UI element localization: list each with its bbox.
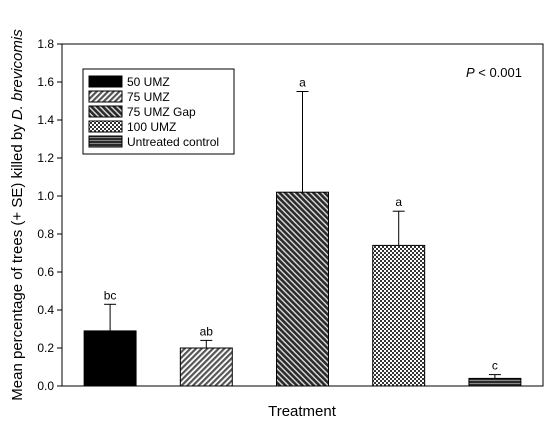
y-tick-label-2: 0.4 xyxy=(37,303,54,317)
y-tick-label-3: 0.6 xyxy=(37,265,54,279)
legend-label-2: 75 UMZ Gap xyxy=(127,105,196,119)
y-axis-title-text: Mean percentage of trees (+ SE) killed b… xyxy=(9,120,26,401)
y-tick-label-5: 1.0 xyxy=(37,189,54,203)
y-axis: 0.0 0.2 0.4 0.6 0.8 1.0 1.2 1.4 1.6 1.8 xyxy=(37,37,62,393)
significance-label-4: c xyxy=(492,359,498,373)
y-tick-label-8: 1.6 xyxy=(37,75,54,89)
y-tick-label-1: 0.2 xyxy=(37,341,54,355)
legend-label-0: 50 UMZ xyxy=(127,75,170,89)
y-tick-label-4: 0.8 xyxy=(37,227,54,241)
legend-label-3: 100 UMZ xyxy=(127,120,176,134)
y-tick-label-7: 1.4 xyxy=(37,113,54,127)
significance-labels: bc ab a a c xyxy=(104,76,498,373)
legend-label-4: Untreated control xyxy=(127,135,219,149)
significance-label-3: a xyxy=(395,195,402,209)
bar-3 xyxy=(372,244,426,387)
bar-2 xyxy=(276,191,329,387)
significance-label-1: ab xyxy=(200,324,214,338)
significance-label-0: bc xyxy=(104,288,117,302)
p-value-annotation: P < 0.001 xyxy=(466,65,522,80)
legend-swatch-4 xyxy=(88,135,123,148)
y-tick-label-6: 1.2 xyxy=(37,151,54,165)
bars-group xyxy=(83,91,522,387)
y-tick-label-9: 1.8 xyxy=(37,37,54,51)
legend-swatch-3 xyxy=(88,120,123,133)
p-value-italic: P xyxy=(466,65,475,80)
y-axis-title: Mean percentage of trees (+ SE) killed b… xyxy=(9,29,26,401)
bar-1 xyxy=(179,347,233,387)
legend-swatch-0 xyxy=(88,75,123,88)
p-value-text: < 0.001 xyxy=(475,65,522,80)
bar-4 xyxy=(468,377,522,387)
x-axis-title: Treatment xyxy=(268,403,337,420)
legend-swatch-1 xyxy=(88,90,123,103)
y-axis-title-italic: D. brevicomis xyxy=(9,29,26,120)
bar-0 xyxy=(83,330,137,387)
legend-label-1: 75 UMZ xyxy=(127,90,170,104)
legend-swatch-2 xyxy=(88,105,123,118)
y-tick-label-0: 0.0 xyxy=(37,379,54,393)
significance-label-2: a xyxy=(299,76,306,90)
